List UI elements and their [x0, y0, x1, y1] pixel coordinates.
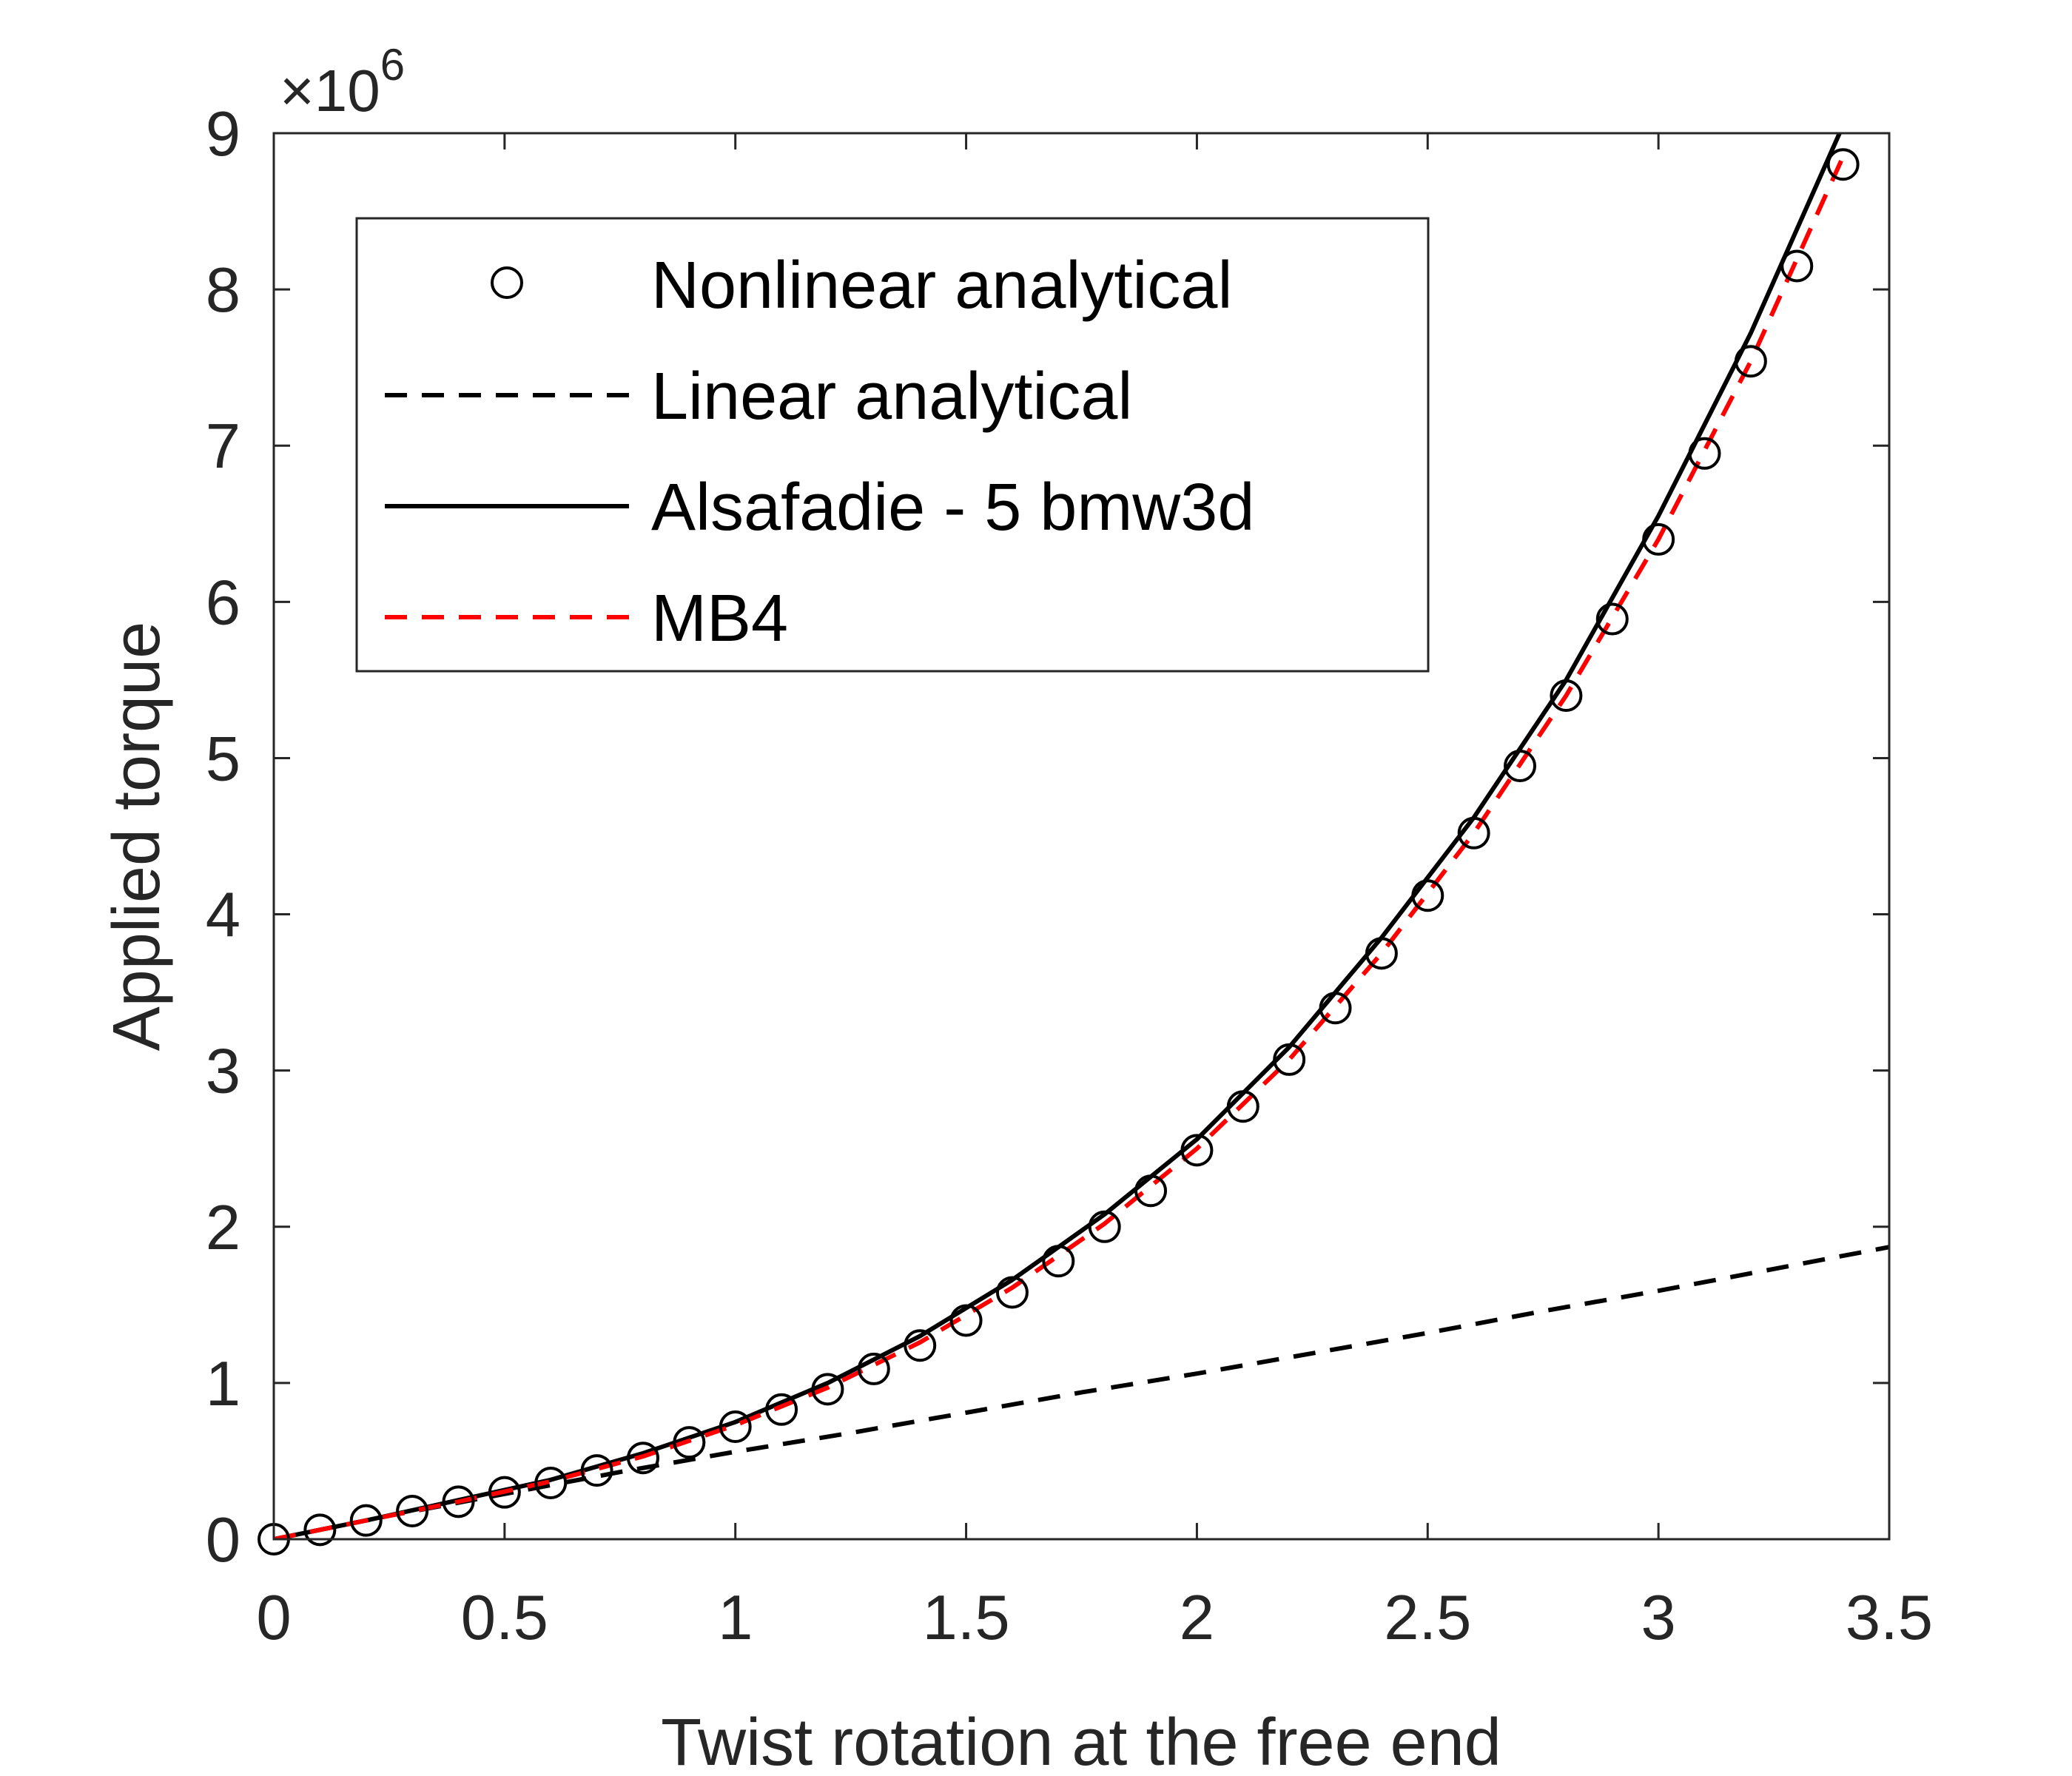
data-point [904, 1329, 937, 1362]
data-point [1826, 148, 1860, 181]
data-point [1226, 1090, 1259, 1123]
data-point [1411, 879, 1444, 912]
data-point [995, 1276, 1029, 1309]
y-tick-label: 8 [206, 255, 240, 326]
data-point [349, 1504, 383, 1537]
series-layer [258, 133, 1889, 1555]
legend-box [355, 217, 1430, 673]
x-tick-label: 3 [1641, 1583, 1676, 1653]
legend: Nonlinear analytical Linear analytical Als… [355, 217, 1430, 673]
legend-label: Alsafadie - 5 bmw3d [651, 471, 1254, 545]
data-point [534, 1467, 568, 1499]
legend-entry-nonlinear-analytical: Nonlinear analytical [491, 249, 1232, 323]
data-point [765, 1393, 798, 1426]
x-tick-label: 2.5 [1384, 1583, 1471, 1653]
data-point [949, 1304, 983, 1337]
data-point [1319, 992, 1352, 1025]
legend-entry-linear-analytical: Linear analytical [385, 360, 1132, 434]
data-point [719, 1410, 752, 1443]
x-tick-label: 1.5 [922, 1583, 1009, 1653]
data-point [673, 1426, 706, 1459]
data-point [1134, 1174, 1168, 1208]
data-point [1595, 602, 1629, 636]
legend-entries: Nonlinear analytical Linear analytical Als… [385, 249, 1254, 656]
x-axis-label: Twist rotation at the free end [661, 1706, 1501, 1776]
legend-entry-mb4: MB4 [385, 582, 788, 656]
y-tick-label: 2 [206, 1193, 240, 1263]
data-point [396, 1495, 429, 1527]
data-point [580, 1454, 613, 1487]
x-tick-label: 0 [256, 1583, 291, 1653]
data-point [1550, 679, 1583, 712]
x-tick-label: 2 [1180, 1583, 1214, 1653]
y-tick-label: 3 [206, 1037, 240, 1107]
data-point [1780, 249, 1814, 283]
legend-marker [491, 266, 523, 299]
data-point [857, 1352, 890, 1385]
y-tick-label: 5 [206, 724, 240, 794]
data-point [1642, 522, 1675, 556]
legend-label: Nonlinear analytical [651, 249, 1232, 323]
data-point [303, 1513, 337, 1547]
data-point [488, 1476, 521, 1509]
y-tick-label: 7 [206, 411, 240, 482]
data-point [1504, 750, 1537, 782]
y-exponent-label: ×106 [280, 40, 405, 124]
plot-frame [272, 132, 1891, 1541]
x-tick-label: 0.5 [461, 1583, 548, 1653]
data-point [1734, 345, 1767, 378]
y-tick-label: 6 [206, 568, 240, 638]
legend-label: Linear analytical [651, 360, 1132, 434]
series-linear-analytical-line [274, 1245, 1889, 1539]
legend-label: MB4 [651, 582, 788, 656]
data-point [1042, 1245, 1075, 1278]
y-axis-ticks: 0 1 2 3 4 5 6 7 8 9 [206, 99, 1889, 1575]
x-tick-label: 3.5 [1846, 1583, 1933, 1653]
y-tick-label: 0 [206, 1505, 240, 1575]
y-axis-label: Applied torque [100, 622, 174, 1051]
data-point [1457, 816, 1490, 850]
x-tick-label: 1 [718, 1583, 753, 1653]
data-point [442, 1485, 475, 1518]
legend-entry-alsafadie-5-bmw3d: Alsafadie - 5 bmw3d [385, 471, 1254, 545]
y-tick-label: 9 [206, 99, 240, 169]
data-point [811, 1373, 844, 1406]
data-point [1688, 437, 1721, 470]
data-point [1180, 1134, 1214, 1167]
data-point [626, 1442, 659, 1475]
data-point [1088, 1210, 1121, 1243]
x-axis-ticks: 0 0.5 1 1.5 2 2.5 3 3.5 [256, 133, 1933, 1653]
series-nonlinear-analytical [258, 148, 1860, 1555]
y-tick-label: 4 [206, 881, 240, 951]
data-point [1365, 937, 1398, 970]
y-tick-label: 1 [206, 1349, 240, 1419]
data-point [1273, 1043, 1306, 1076]
